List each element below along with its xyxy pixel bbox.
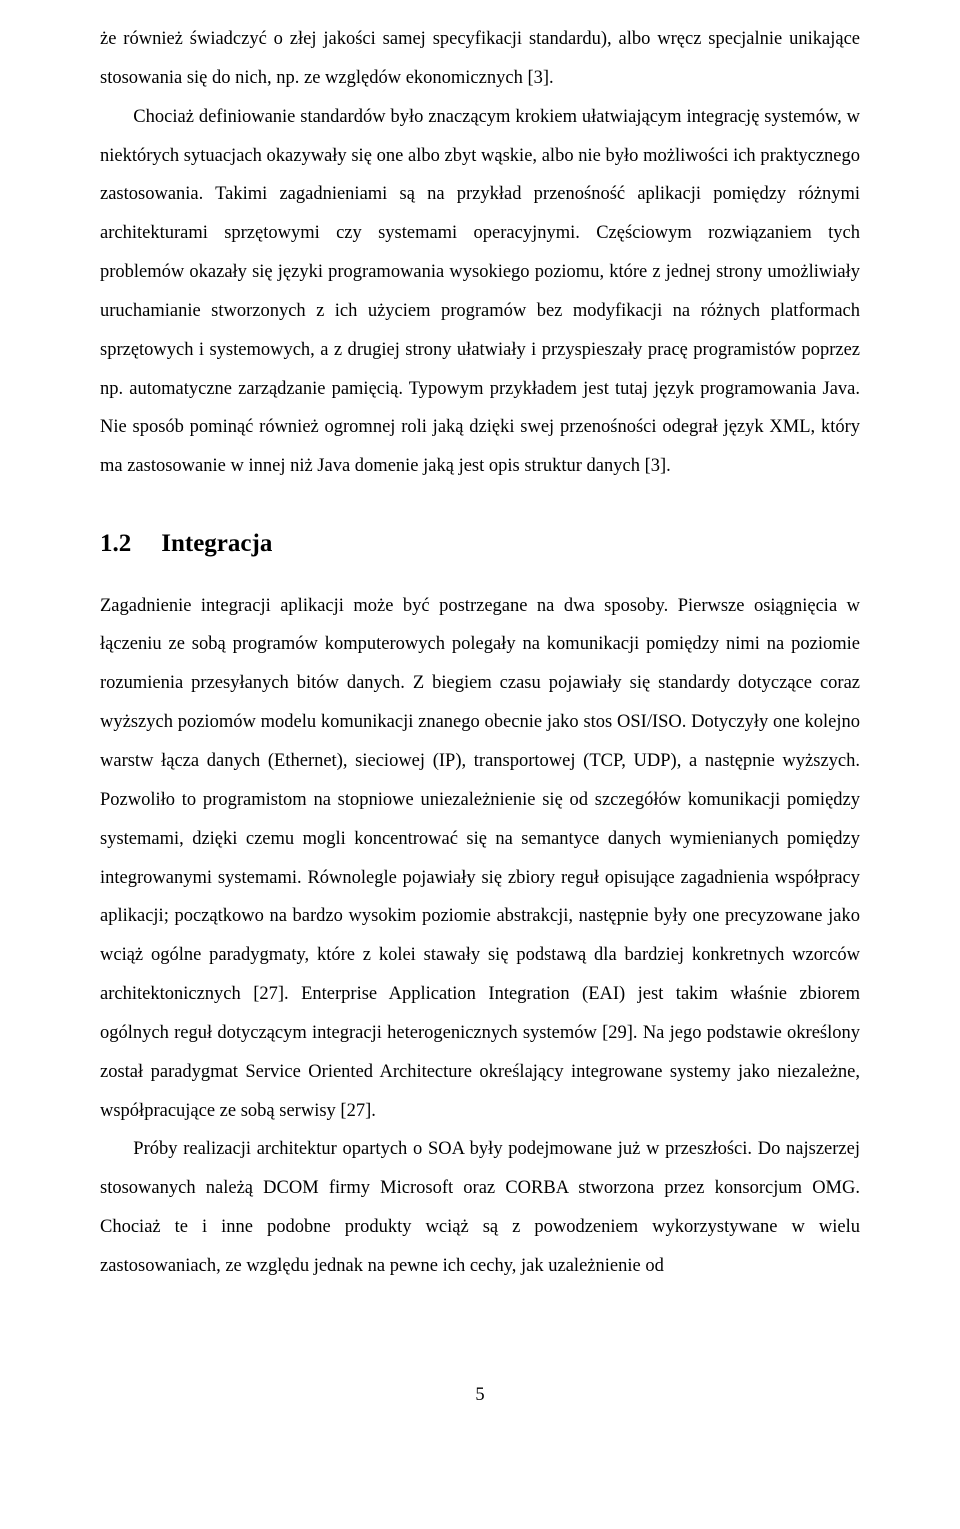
paragraph-2: Chociaż definiowanie standardów było zna… [100,98,860,486]
page-number: 5 [100,1376,860,1415]
paragraph-3: Zagadnienie integracji aplikacji może by… [100,587,860,1131]
section-number: 1.2 [100,518,131,571]
section-title: Integracja [161,518,272,571]
paragraph-4: Próby realizacji architektur opartych o … [100,1130,860,1285]
page-content: że również świadczyć o złej jakości same… [100,20,860,1415]
paragraph-1: że również świadczyć o złej jakości same… [100,20,860,98]
section-heading: 1.2 Integracja [100,518,860,571]
